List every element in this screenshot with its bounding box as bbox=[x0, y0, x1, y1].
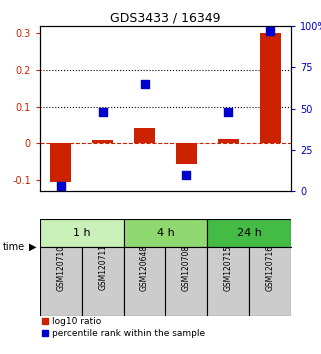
Bar bbox=[260, 33, 281, 143]
Bar bbox=[134, 127, 155, 143]
Point bbox=[267, 28, 273, 34]
Point bbox=[184, 172, 189, 177]
Text: time: time bbox=[3, 242, 25, 252]
Bar bbox=[124, 219, 207, 247]
Point bbox=[142, 81, 147, 87]
Bar bbox=[176, 143, 197, 164]
Bar bbox=[92, 141, 113, 143]
Text: ▶: ▶ bbox=[29, 242, 36, 252]
Text: GSM120648: GSM120648 bbox=[140, 245, 149, 291]
Text: 1 h: 1 h bbox=[73, 228, 91, 238]
Text: GSM120716: GSM120716 bbox=[265, 245, 274, 291]
Bar bbox=[207, 219, 249, 316]
Point bbox=[100, 109, 105, 115]
Text: GSM120708: GSM120708 bbox=[182, 245, 191, 291]
Bar bbox=[249, 219, 291, 316]
Text: 4 h: 4 h bbox=[157, 228, 174, 238]
Text: GSM120711: GSM120711 bbox=[98, 245, 107, 291]
Bar bbox=[207, 219, 291, 247]
Text: 24 h: 24 h bbox=[237, 228, 262, 238]
Bar bbox=[40, 219, 124, 247]
Bar bbox=[82, 219, 124, 316]
Text: GSM120710: GSM120710 bbox=[56, 245, 65, 291]
Point bbox=[226, 109, 231, 115]
Bar bbox=[124, 219, 166, 316]
Bar bbox=[166, 219, 207, 316]
Bar bbox=[218, 139, 239, 143]
Text: GSM120715: GSM120715 bbox=[224, 245, 233, 291]
Title: GDS3433 / 16349: GDS3433 / 16349 bbox=[110, 12, 221, 25]
Bar bbox=[50, 143, 71, 182]
Legend: log10 ratio, percentile rank within the sample: log10 ratio, percentile rank within the … bbox=[38, 314, 208, 342]
Bar bbox=[40, 219, 82, 316]
Point bbox=[58, 183, 64, 189]
